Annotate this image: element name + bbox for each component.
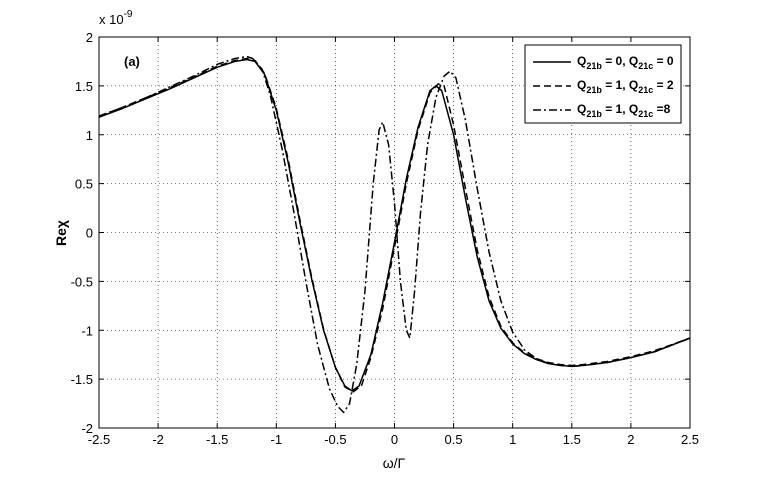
x-tick-label: 1.5 bbox=[563, 432, 581, 447]
tick-marks bbox=[98, 36, 691, 429]
x-tick-label: -2.5 bbox=[88, 432, 110, 447]
y-tick-label: -0.5 bbox=[71, 274, 93, 289]
y-tick-label: 1 bbox=[86, 128, 93, 143]
y-tick-label: -2 bbox=[81, 421, 93, 436]
y-tick-labels: -2 -1.5 -1 -0.5 0 0.5 1 1.5 2 bbox=[71, 30, 93, 436]
y-tick-label: 2 bbox=[86, 30, 93, 45]
x-tick-label: -1 bbox=[271, 432, 283, 447]
y-multiplier-label: x 10-9 bbox=[99, 9, 133, 27]
x-tick-label: 1 bbox=[509, 432, 516, 447]
legend-entry-1: Q21b = 0, Q21c = 0 bbox=[577, 54, 674, 71]
y-tick-label: 0.5 bbox=[75, 177, 93, 192]
x-tick-label: -0.5 bbox=[324, 432, 346, 447]
x-tick-label: -1.5 bbox=[206, 432, 228, 447]
y-tick-label: -1.5 bbox=[71, 372, 93, 387]
series-line-2 bbox=[99, 57, 690, 393]
x-tick-label: -2 bbox=[152, 432, 164, 447]
legend-entry-3: Q21b = 1, Q21c =8 bbox=[577, 102, 671, 119]
series-group bbox=[99, 55, 690, 414]
legend-entry-2: Q21b = 1, Q21c = 2 bbox=[577, 78, 674, 95]
x-tick-label: 2.5 bbox=[681, 432, 699, 447]
series-line-3 bbox=[99, 55, 690, 414]
panel-label: (a) bbox=[124, 54, 140, 69]
y-axis-label: Reχ bbox=[53, 220, 69, 246]
x-tick-labels: -2.5 -2 -1.5 -1 -0.5 0 0.5 1 1.5 2 2.5 bbox=[88, 432, 699, 447]
y-tick-label: 0 bbox=[86, 226, 93, 241]
x-tick-label: 0.5 bbox=[445, 432, 463, 447]
legend: Q21b = 0, Q21c = 0 Q21b = 1, Q21c = 2 Q21b… bbox=[524, 44, 682, 124]
y-tick-label: -1 bbox=[81, 323, 93, 338]
x-axis-label: ω/Γ bbox=[383, 455, 406, 471]
x-tick-label: 2 bbox=[627, 432, 634, 447]
x-tick-label: 0 bbox=[391, 432, 398, 447]
y-tick-label: 1.5 bbox=[75, 79, 93, 94]
